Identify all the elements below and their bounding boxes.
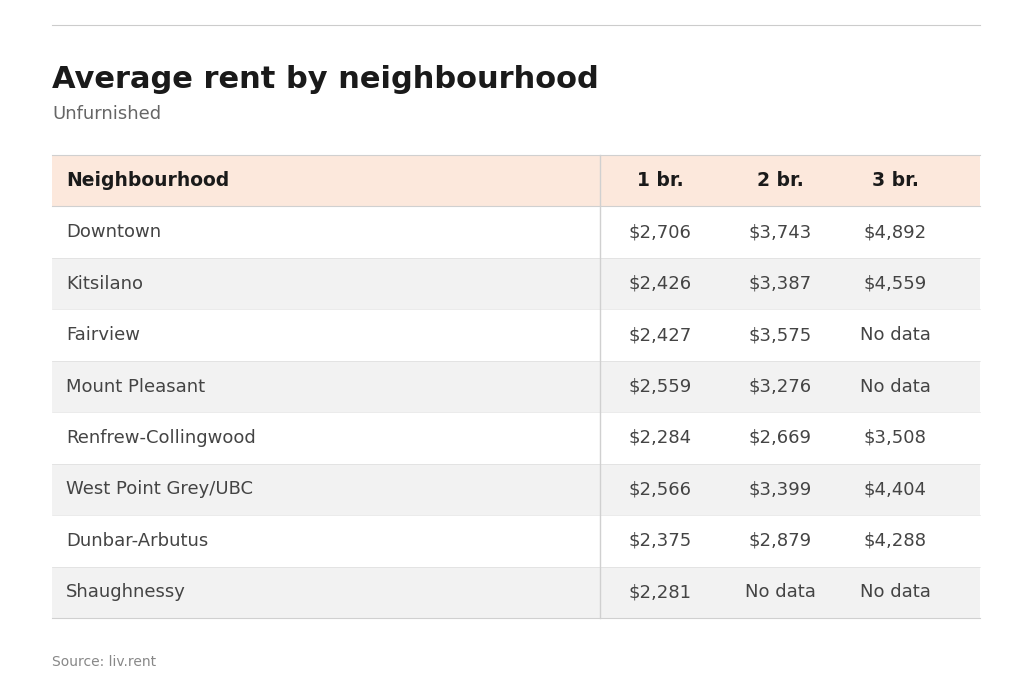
Text: Dunbar-Arbutus: Dunbar-Arbutus — [66, 532, 208, 550]
Text: $3,743: $3,743 — [749, 223, 812, 241]
Text: $2,566: $2,566 — [629, 480, 691, 499]
Text: Shaughnessy: Shaughnessy — [66, 584, 186, 601]
Text: Renfrew-Collingwood: Renfrew-Collingwood — [66, 429, 256, 447]
Text: $2,427: $2,427 — [629, 326, 691, 344]
Text: $2,559: $2,559 — [629, 377, 691, 395]
Bar — [52, 310, 980, 361]
Text: Mount Pleasant: Mount Pleasant — [66, 377, 205, 395]
Text: $3,575: $3,575 — [749, 326, 812, 344]
Text: 3 br.: 3 br. — [871, 171, 919, 190]
Text: 1 br.: 1 br. — [637, 171, 683, 190]
Text: No data: No data — [859, 584, 931, 601]
Text: $3,387: $3,387 — [749, 275, 812, 292]
Bar — [52, 464, 980, 515]
Text: $3,508: $3,508 — [863, 429, 927, 447]
Text: Source: liv.rent: Source: liv.rent — [52, 655, 156, 669]
Bar — [52, 515, 980, 566]
Text: $2,281: $2,281 — [629, 584, 691, 601]
Text: Downtown: Downtown — [66, 223, 161, 241]
Text: $2,669: $2,669 — [749, 429, 811, 447]
Text: 2 br.: 2 br. — [757, 171, 804, 190]
Text: No data: No data — [859, 377, 931, 395]
Bar — [52, 258, 980, 310]
Text: $3,276: $3,276 — [749, 377, 812, 395]
Text: $2,879: $2,879 — [749, 532, 812, 550]
Text: $3,399: $3,399 — [749, 480, 812, 499]
Text: Fairview: Fairview — [66, 326, 140, 344]
Text: $2,375: $2,375 — [629, 532, 691, 550]
Text: $2,284: $2,284 — [629, 429, 691, 447]
Bar — [52, 566, 980, 618]
Text: No data: No data — [744, 584, 815, 601]
Text: $4,288: $4,288 — [863, 532, 927, 550]
Text: $4,404: $4,404 — [863, 480, 927, 499]
Text: West Point Grey/UBC: West Point Grey/UBC — [66, 480, 253, 499]
Bar — [52, 206, 980, 258]
Text: $4,892: $4,892 — [863, 223, 927, 241]
Text: Unfurnished: Unfurnished — [52, 105, 161, 123]
Text: Neighbourhood: Neighbourhood — [66, 171, 229, 190]
Bar — [52, 361, 980, 412]
Text: Kitsilano: Kitsilano — [66, 275, 143, 292]
Bar — [52, 155, 980, 206]
Bar — [52, 412, 980, 464]
Text: $2,706: $2,706 — [629, 223, 691, 241]
Text: No data: No data — [859, 326, 931, 344]
Text: Average rent by neighbourhood: Average rent by neighbourhood — [52, 65, 599, 94]
Text: $4,559: $4,559 — [863, 275, 927, 292]
Text: $2,426: $2,426 — [629, 275, 691, 292]
